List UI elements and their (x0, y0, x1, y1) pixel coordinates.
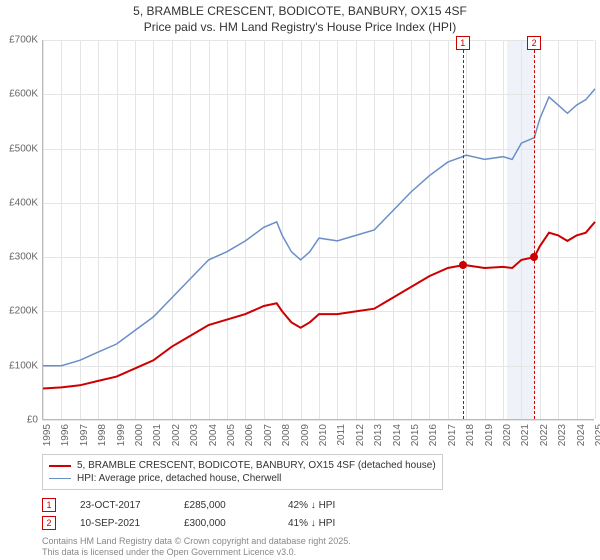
title-line-1: 5, BRAMBLE CRESCENT, BODICOTE, BANBURY, … (0, 4, 600, 20)
x-axis-label: 2006 (244, 424, 255, 446)
x-axis-label: 2021 (520, 424, 531, 446)
sale-row-1: 1 23-OCT-2017 £285,000 42% ↓ HPI (42, 496, 582, 514)
y-axis-label: £100K (9, 360, 38, 371)
x-axis-label: 2017 (447, 424, 458, 446)
x-axis-label: 2015 (410, 424, 421, 446)
legend-label-hpi: HPI: Average price, detached house, Cher… (77, 473, 281, 484)
x-axis-label: 1998 (97, 424, 108, 446)
sale-date: 10-SEP-2021 (80, 518, 160, 529)
x-axis-label: 2023 (557, 424, 568, 446)
x-axis-label: 1997 (79, 424, 90, 446)
y-axis-label: £200K (9, 306, 38, 317)
x-axis-label: 2007 (263, 424, 274, 446)
sale-marker-line-2 (534, 40, 535, 419)
gridline-v (595, 40, 596, 419)
x-axis-label: 2004 (208, 424, 219, 446)
sale-badge-2: 2 (42, 516, 56, 530)
series-hpi (43, 89, 595, 366)
x-axis-label: 2016 (428, 424, 439, 446)
x-axis-label: 2019 (484, 424, 495, 446)
chart-title: 5, BRAMBLE CRESCENT, BODICOTE, BANBURY, … (0, 0, 600, 35)
x-axis-label: 2014 (392, 424, 403, 446)
x-axis-label: 2003 (189, 424, 200, 446)
sales-table: 1 23-OCT-2017 £285,000 42% ↓ HPI 2 10-SEP-202… (42, 496, 582, 532)
sale-delta: 42% ↓ HPI (288, 500, 368, 511)
y-axis-label: £0 (27, 415, 38, 426)
x-axis-label: 1996 (60, 424, 71, 446)
x-axis-label: 2002 (171, 424, 182, 446)
legend-box: 5, BRAMBLE CRESCENT, BODICOTE, BANBURY, … (42, 454, 443, 490)
x-axis-label: 2011 (336, 424, 347, 446)
x-axis-label: 2012 (355, 424, 366, 446)
legend-row-price-paid: 5, BRAMBLE CRESCENT, BODICOTE, BANBURY, … (49, 459, 436, 472)
line-layer (43, 40, 595, 420)
footer-line-2: This data is licensed under the Open Gov… (42, 547, 351, 558)
sale-row-2: 2 10-SEP-2021 £300,000 41% ↓ HPI (42, 514, 582, 532)
x-axis-label: 2005 (226, 424, 237, 446)
sale-marker-badge-1: 1 (456, 36, 470, 50)
sale-dot-2 (530, 253, 538, 261)
y-axis-label: £300K (9, 252, 38, 263)
y-axis-label: £600K (9, 89, 38, 100)
x-axis-label: 2008 (281, 424, 292, 446)
x-axis-label: 2009 (300, 424, 311, 446)
x-axis-label: 1995 (42, 424, 53, 446)
legend-and-sales: 5, BRAMBLE CRESCENT, BODICOTE, BANBURY, … (42, 454, 582, 532)
x-axis-label: 2013 (373, 424, 384, 446)
gridline-h (43, 420, 594, 421)
series-price_paid (43, 222, 595, 389)
y-axis-label: £500K (9, 143, 38, 154)
title-line-2: Price paid vs. HM Land Registry's House … (0, 20, 600, 36)
x-axis-label: 2022 (539, 424, 550, 446)
x-axis-label: 2020 (502, 424, 513, 446)
chart: 12 £0£100K£200K£300K£400K£500K£600K£700K… (42, 40, 594, 420)
y-axis-label: £700K (9, 35, 38, 46)
sale-dot-1 (459, 261, 467, 269)
sale-delta: 41% ↓ HPI (288, 518, 368, 529)
legend-label-price-paid: 5, BRAMBLE CRESCENT, BODICOTE, BANBURY, … (77, 460, 436, 471)
x-axis-label: 2018 (465, 424, 476, 446)
sale-price: £285,000 (184, 500, 264, 511)
legend-swatch-price-paid (49, 465, 71, 467)
legend-swatch-hpi (49, 478, 71, 479)
sale-price: £300,000 (184, 518, 264, 529)
legend-row-hpi: HPI: Average price, detached house, Cher… (49, 472, 436, 485)
sale-badge-1: 1 (42, 498, 56, 512)
x-axis-label: 2025 (594, 424, 600, 446)
sale-date: 23-OCT-2017 (80, 500, 160, 511)
x-axis-label: 2001 (152, 424, 163, 446)
footer: Contains HM Land Registry data © Crown c… (42, 536, 351, 558)
x-axis-label: 1999 (116, 424, 127, 446)
sale-marker-badge-2: 2 (527, 36, 541, 50)
sale-marker-line-1 (463, 40, 464, 419)
x-axis-label: 2000 (134, 424, 145, 446)
plot-area: 12 (42, 40, 594, 420)
x-axis-label: 2024 (576, 424, 587, 446)
footer-line-1: Contains HM Land Registry data © Crown c… (42, 536, 351, 547)
y-axis-label: £400K (9, 197, 38, 208)
x-axis-label: 2010 (318, 424, 329, 446)
